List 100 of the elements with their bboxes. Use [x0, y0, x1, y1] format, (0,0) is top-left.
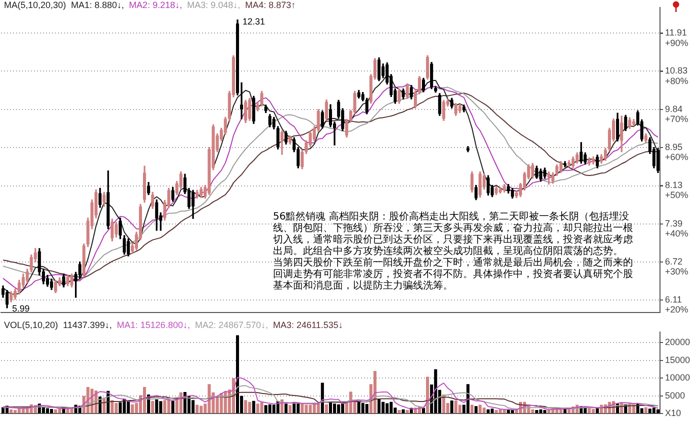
- y-tick-label: 8.13: [665, 180, 683, 190]
- y2-tick-label: +50%: [665, 190, 688, 200]
- bar: [126, 401, 130, 414]
- bar: [458, 404, 462, 414]
- y-tick-label: 10.83: [665, 66, 688, 76]
- bar: [361, 402, 364, 414]
- y-tick-label: 15000: [665, 354, 690, 365]
- text: MA2: 24867.570↓,: [194, 320, 268, 330]
- y-tick-label: 20000: [665, 337, 690, 348]
- bar: [208, 384, 211, 414]
- bar: [506, 410, 510, 414]
- bar: [167, 398, 170, 414]
- y2-tick-label: +40%: [665, 228, 688, 238]
- bar: [196, 404, 199, 414]
- bar: [454, 400, 458, 414]
- text: MA3: 24611.535↓: [273, 320, 343, 330]
- bar: [248, 402, 252, 414]
- bar: [324, 404, 328, 414]
- bar: [470, 404, 474, 414]
- bar: [584, 408, 587, 414]
- bar: [151, 400, 154, 414]
- bar: [200, 406, 203, 414]
- bar: [337, 404, 340, 414]
- bar: [14, 410, 17, 414]
- y-tick-label: 5000: [665, 390, 686, 400]
- legend-title: MA(5,10,20,30): [4, 0, 66, 10]
- y-tick-label: 6.11: [665, 294, 682, 304]
- bar: [143, 386, 146, 414]
- bar: [466, 384, 470, 414]
- bar: [256, 404, 260, 414]
- y-tick-label: 9.84: [665, 104, 683, 114]
- bar: [402, 409, 405, 414]
- bar: [54, 409, 58, 414]
- bar: [357, 402, 360, 414]
- bar: [155, 399, 158, 414]
- bar: [535, 410, 538, 414]
- bar: [272, 404, 276, 414]
- bar: [252, 400, 256, 414]
- bar: [652, 408, 656, 414]
- bar: [378, 398, 381, 414]
- bar: [426, 376, 430, 414]
- text: MA4: 8.873↑: [245, 0, 296, 10]
- bar: [296, 402, 300, 414]
- bar: [110, 400, 114, 414]
- y2-tick-label: +60%: [665, 152, 688, 162]
- bar: [588, 408, 591, 414]
- bar: [644, 407, 648, 414]
- bar: [498, 409, 502, 414]
- bar: [656, 409, 660, 414]
- bar: [328, 402, 332, 414]
- bar: [398, 410, 401, 414]
- bar: [46, 408, 50, 414]
- bar: [592, 408, 595, 414]
- text: MA2: 9.218↓,: [129, 0, 182, 10]
- y2-tick-label: +30%: [665, 266, 688, 276]
- y2-tick-label: +70%: [665, 114, 688, 124]
- annotation: 当第四天股价下跌至前一阳线开盘价之下时，通常就是最后出局机会，随之而来的回调走势有可能非常凌厉，投资者不得不防。具体操作中，投资者要认真研究个股基本面和消息面，以提防主力骗线洗筹。: [273, 256, 633, 292]
- y-tick-label: 8.95: [665, 142, 683, 152]
- y-tick-label: 10000: [665, 372, 690, 383]
- y2-tick-label: +20%: [665, 304, 688, 315]
- bar: [192, 400, 195, 414]
- bar: [264, 405, 268, 414]
- y-tick-label: 6.72: [665, 256, 683, 266]
- bar: [510, 410, 514, 414]
- bar: [539, 409, 542, 414]
- bar: [640, 408, 644, 414]
- bar: [386, 403, 389, 414]
- text: MA1: 8.880↓,: [71, 0, 124, 10]
- bar: [543, 410, 546, 414]
- bar: [450, 400, 454, 414]
- bar: [341, 403, 344, 414]
- bar: [171, 400, 174, 414]
- y2-tick-label: +90%: [665, 38, 688, 48]
- bar: [596, 408, 599, 414]
- bar: [244, 400, 248, 414]
- bar: [382, 402, 385, 414]
- bar: [434, 369, 438, 414]
- text: MA3: 9.048↓,: [187, 0, 240, 10]
- bar: [390, 402, 393, 414]
- bar: [114, 402, 118, 414]
- bar: [486, 409, 490, 414]
- y2-tick-label: +80%: [665, 76, 688, 86]
- bar: [10, 409, 13, 414]
- bar: [42, 407, 45, 414]
- y-tick-label: 7.39: [665, 218, 683, 228]
- bar: [308, 404, 312, 414]
- text: 11437.399↓,: [63, 320, 112, 330]
- bar: [494, 410, 498, 414]
- bar: [333, 404, 336, 414]
- bar: [163, 400, 166, 414]
- bar: [365, 404, 368, 414]
- bar: [490, 408, 494, 414]
- y-tick-label: X10: [665, 408, 682, 418]
- bar: [268, 404, 272, 414]
- bar: [300, 404, 304, 414]
- y-tick-label: 11.91: [665, 28, 687, 38]
- bar: [236, 335, 240, 414]
- bar: [373, 371, 376, 414]
- bar: [50, 408, 54, 414]
- bar: [130, 404, 134, 414]
